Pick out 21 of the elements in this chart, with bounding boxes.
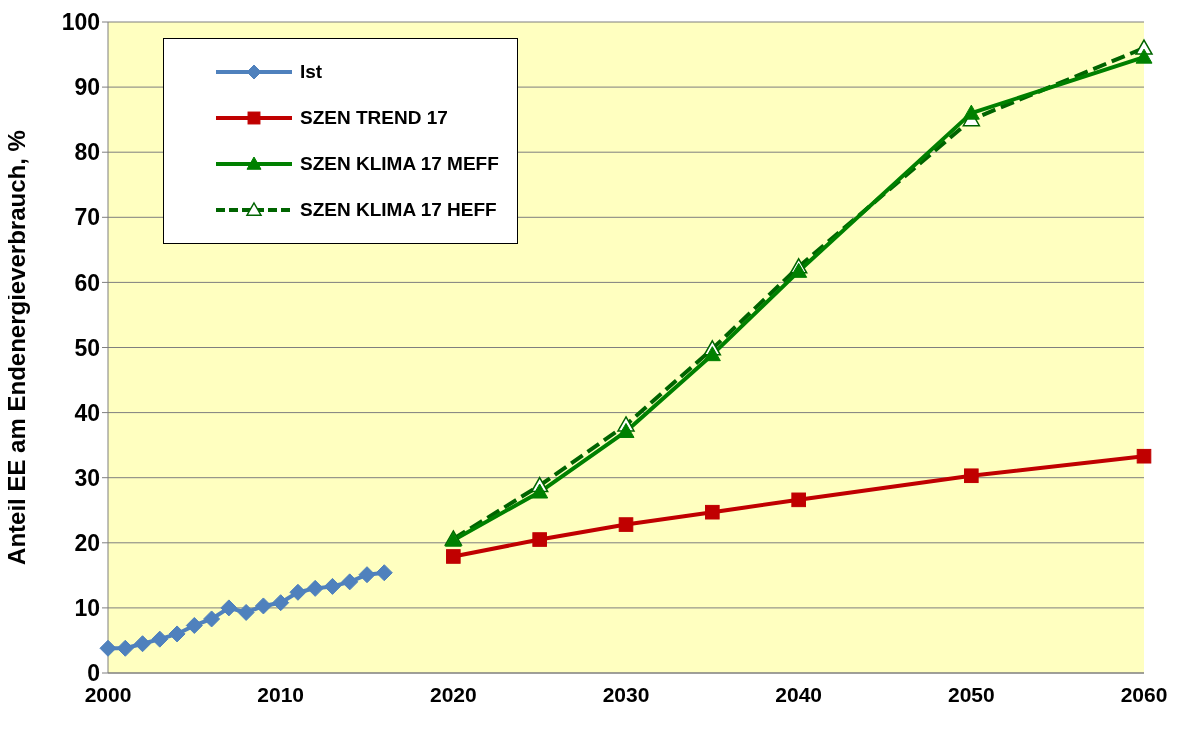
legend-label: SZEN KLIMA 17 HEFF [300,199,497,221]
y-tick-label: 20 [74,529,100,556]
legend-label: Ist [300,61,323,83]
x-tick-label: 2020 [429,682,477,706]
y-tick-label: 40 [74,399,100,426]
y-tick-label: 30 [74,464,100,491]
x-tick-label: 2040 [775,682,823,706]
y-tick-label: 100 [61,9,100,36]
legend-label: SZEN KLIMA 17 MEFF [300,153,499,175]
y-tick-label: 70 [74,204,100,231]
x-tick-label: 2030 [602,682,650,706]
y-axis-title: Anteil EE am Endenergieverbrauch, % [2,130,30,565]
y-tick-label: 50 [74,334,100,361]
x-tick-label: 2010 [257,682,305,706]
y-tick-label: 90 [74,74,100,101]
legend-label: SZEN TREND 17 [300,107,448,129]
x-tick-label: 2050 [947,682,995,706]
x-tick-label: 2060 [1120,682,1168,706]
y-tick-label: 10 [74,595,100,622]
y-tick-label: 60 [74,269,100,296]
y-tick-label: 80 [74,139,100,166]
